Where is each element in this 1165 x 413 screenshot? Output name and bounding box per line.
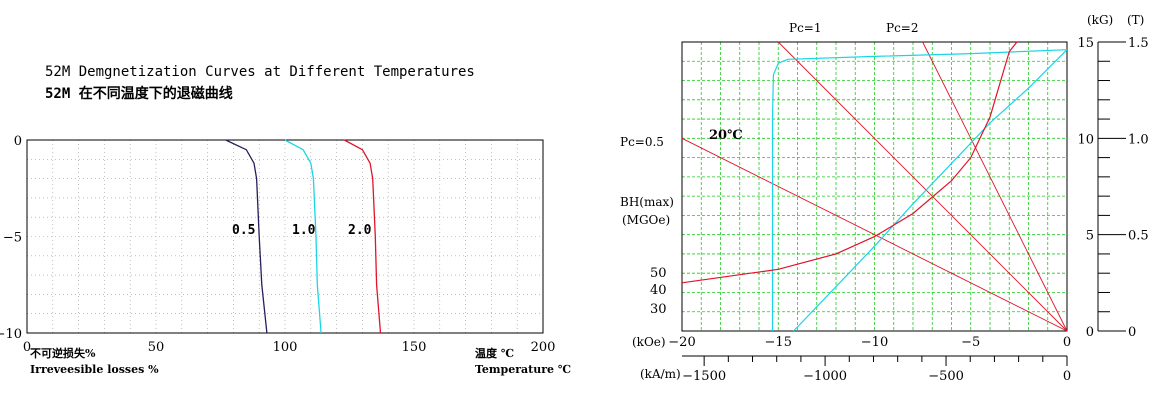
load-line-pc-1 <box>777 41 1068 332</box>
left-curve-0.5 <box>225 139 268 334</box>
left-curve-1.0 <box>284 139 322 334</box>
temperature-label: 20℃ <box>709 128 743 143</box>
right-plot-frame <box>681 41 1068 332</box>
right-curves <box>681 41 1068 332</box>
left-x-tick-100: 100 <box>273 340 298 355</box>
left-xlabel-cn: 温度 ℃ <box>475 346 514 360</box>
right-y-tick-t: 1.0 <box>1128 132 1149 147</box>
left-chart-subtitle: 52M 在不同温度下的退磁曲线 <box>45 85 233 102</box>
left-curve-2.0 <box>343 139 382 334</box>
left-chart-title: 52M Demgnetization Curves at Different T… <box>45 64 475 80</box>
bhmax-value-30: 30 <box>650 302 667 317</box>
right-x-tick-kam: −1000 <box>803 369 847 384</box>
right-x-tick-koe: −5 <box>961 335 980 350</box>
right-y-tick-kg: 15 <box>1077 36 1094 51</box>
left-x-tick-0: 0 <box>23 340 31 355</box>
bhmax-unit: (MGOe) <box>622 213 670 227</box>
bhmax-label: BH(max) <box>620 195 674 209</box>
right-y-tick-kg: 10 <box>1077 132 1094 147</box>
right-x-tick-kam: −500 <box>928 369 964 384</box>
left-xlabel-en: Temperature ℃ <box>475 363 571 376</box>
right-y-tick-t: 0 <box>1128 325 1136 340</box>
right-y-tick-t: 1.5 <box>1128 36 1149 51</box>
right-y-tick-kg: 5 <box>1086 229 1094 244</box>
load-line-label-1: Pc=1 <box>789 21 821 35</box>
left-y-tick: −10 <box>0 327 22 342</box>
load-line-pc-2 <box>922 41 1068 332</box>
right-x-tick-kam: −1500 <box>682 369 726 384</box>
left-curve-label-0.5: 0.5 <box>232 223 255 238</box>
right-chart: −20 −15 −10 −5 0−1500 −1000 −500 01510501.51.00… <box>620 13 1149 384</box>
x-unit-koe: (kOe) <box>632 335 666 349</box>
right-y-tick-kg: 0 <box>1086 325 1094 340</box>
left-curve-label-1.0: 1.0 <box>292 223 316 238</box>
left-ylabel-cn: 不可逆损失% <box>30 346 96 360</box>
right-ticks: −20 −15 −10 −5 0 −1500 −1000 −500 0 15 10 5 0 1.5 1.0 0… <box>668 36 1148 384</box>
right-grid <box>682 42 1067 331</box>
bhmax-value-40: 40 <box>650 283 667 298</box>
right-x-tick-koe: −20 <box>668 335 695 350</box>
left-grid <box>27 140 543 333</box>
right-x-tick-koe: 0 <box>1063 335 1071 350</box>
left-curves: 0.5 1.0 2.0 <box>225 139 382 334</box>
left-ticks: 0 50 100 150 200 0 −5 −10 <box>0 134 555 355</box>
load-line-pc-0.5 <box>681 137 1068 332</box>
right-y-tick-t: 0.5 <box>1128 229 1149 244</box>
left-x-tick-150: 150 <box>402 340 427 355</box>
right-x-tick-koe: −15 <box>765 335 792 350</box>
left-ylabel-en: Irreveesible losses % <box>30 363 159 376</box>
right-curve-BH <box>681 41 1018 284</box>
right-x-tick-kam: 0 <box>1063 369 1071 384</box>
left-chart: 52M Demgnetization Curves at Different T… <box>0 64 571 376</box>
left-x-tick-200: 200 <box>531 340 556 355</box>
bhmax-value-50: 50 <box>650 266 667 281</box>
load-line-label-2: Pc=2 <box>886 21 918 35</box>
load-line-label-0-5: Pc=0.5 <box>620 135 664 149</box>
right-curve-B <box>793 49 1068 332</box>
right-x-tick-koe: −10 <box>861 335 888 350</box>
right-unit-kg: (kG) <box>1087 13 1113 27</box>
left-x-tick-50: 50 <box>148 340 165 355</box>
x-unit-kam: (kA/m) <box>640 367 681 381</box>
right-unit-t: (T) <box>1127 13 1144 27</box>
left-y-tick: −5 <box>3 231 22 246</box>
left-y-tick: 0 <box>14 134 22 149</box>
left-curve-label-2.0: 2.0 <box>348 223 372 238</box>
right-curve-J <box>771 49 1068 331</box>
